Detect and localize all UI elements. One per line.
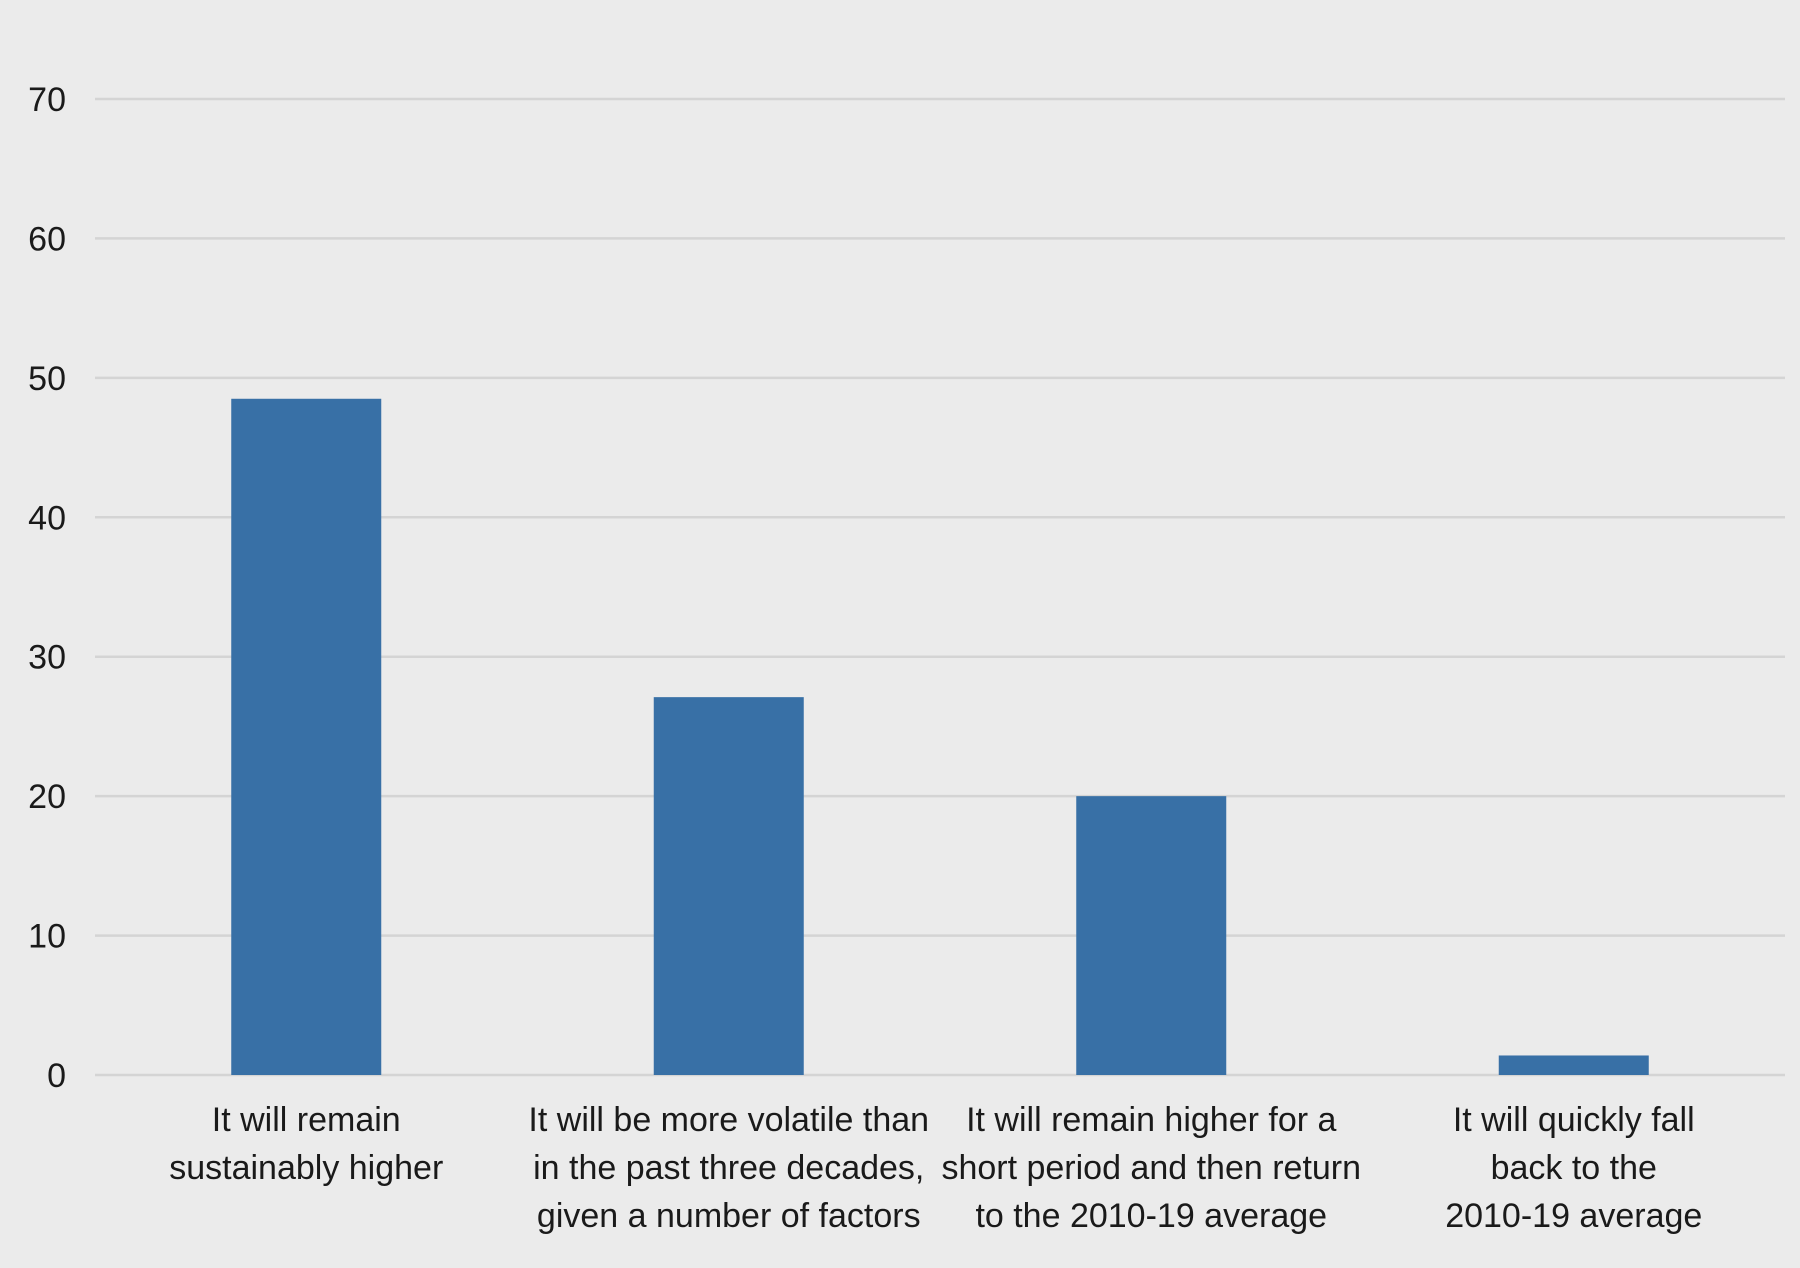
x-category-label-line: It will remain: [212, 1101, 401, 1139]
y-tick-label-20: 20: [28, 778, 66, 816]
bar-3: [1076, 796, 1227, 1075]
x-category-label-line: back to the: [1491, 1149, 1657, 1187]
x-category-label-2: It will be more volatile than in the past…: [528, 1101, 929, 1235]
y-tick-label-0: 0: [47, 1057, 66, 1095]
x-category-label-line: short period and then return: [941, 1149, 1361, 1187]
x-category-label-line: sustainably higher: [169, 1149, 443, 1187]
y-tick-label-60: 60: [28, 220, 66, 258]
bar-1: [231, 398, 382, 1075]
bars: [231, 398, 1649, 1075]
x-category-label-line: It will remain higher for a: [966, 1101, 1336, 1139]
x-category-label-line: 2010-19 average: [1445, 1197, 1702, 1235]
x-category-label-line: to the 2010-19 average: [975, 1197, 1327, 1235]
y-tick-label-50: 50: [28, 360, 66, 398]
x-category-label-4: It will quickly fall back to the 2010-19 a…: [1445, 1101, 1702, 1235]
x-category-label-1: It will remain sustainably higher: [169, 1101, 443, 1187]
bar-2: [653, 697, 804, 1075]
y-axis-ticks: 0 10 20 30 40 50 60 70: [28, 81, 66, 1095]
x-category-label-line: It will be more volatile than: [528, 1101, 929, 1139]
x-category-label-line: in the past three decades,: [533, 1149, 924, 1187]
y-tick-label-70: 70: [28, 81, 66, 119]
x-category-label-line: given a number of factors: [537, 1197, 921, 1235]
y-tick-label-40: 40: [28, 499, 66, 537]
x-category-label-3: It will remain higher for a short period …: [941, 1101, 1361, 1235]
y-tick-label-30: 30: [28, 639, 66, 677]
y-tick-label-10: 10: [28, 918, 66, 956]
bar-4: [1498, 1055, 1649, 1075]
x-category-label-line: It will quickly fall: [1453, 1101, 1695, 1139]
